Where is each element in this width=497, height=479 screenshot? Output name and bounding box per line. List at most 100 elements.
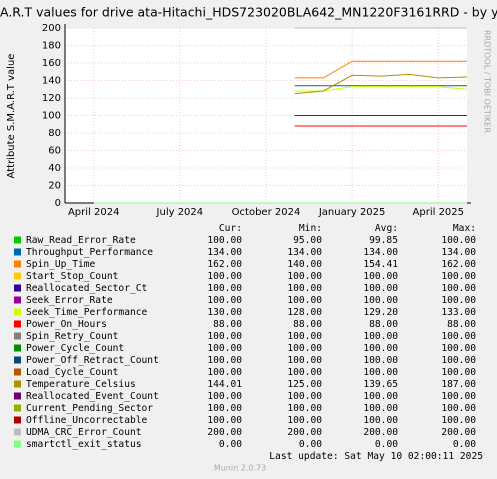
legend-stat: 134.00 (207, 247, 242, 258)
legend-stat: 200.00 (287, 427, 322, 438)
legend-swatch (14, 344, 21, 352)
legend-label: Spin_Up_Time (26, 259, 96, 270)
legend-stat: 100.00 (287, 415, 322, 426)
legend-label: Start_Stop_Count (26, 271, 118, 282)
legend-stat: 100.00 (363, 295, 398, 306)
legend-column-header: Max: (453, 223, 476, 234)
legend-stat: 100.00 (287, 331, 322, 342)
legend-label: smartctl_exit_status (26, 439, 142, 450)
legend-stat: 162.00 (207, 259, 242, 270)
legend-label: Throughput_Performance (26, 247, 153, 258)
legend-label: Temperature_Celsius (26, 379, 136, 390)
legend-stat: 200.00 (207, 427, 242, 438)
legend-stat: 100.00 (441, 391, 476, 402)
legend-stat: 100.00 (363, 283, 398, 294)
y-tick-label: 0 (55, 198, 61, 209)
y-tick-label: 120 (42, 93, 61, 104)
legend-stat: 100.00 (441, 355, 476, 366)
legend-stat: 100.00 (287, 391, 322, 402)
legend-stat: 100.00 (363, 415, 398, 426)
legend-swatch (14, 272, 21, 280)
legend-stat: 200.00 (363, 427, 398, 438)
legend-stat: 100.00 (207, 331, 242, 342)
legend-stat: 100.00 (287, 271, 322, 282)
legend-swatch (14, 320, 21, 328)
legend-label: Load_Cycle_Count (26, 367, 118, 378)
last-update: Last update: Sat May 10 02:00:11 2025 (269, 451, 483, 462)
legend-swatch (14, 404, 21, 412)
legend-stat: 154.41 (363, 259, 398, 270)
y-tick-label: 80 (48, 128, 61, 139)
legend-stat: 130.00 (207, 307, 242, 318)
legend-stat: 133.00 (441, 307, 476, 318)
legend-column-header: Avg: (375, 223, 398, 234)
legend-stat: 140.00 (287, 259, 322, 270)
legend-swatch (14, 248, 21, 256)
legend-stat: 100.00 (441, 295, 476, 306)
legend-stat: 100.00 (363, 391, 398, 402)
legend-stat: 100.00 (287, 403, 322, 414)
y-tick-label: 60 (48, 146, 61, 157)
legend-stat: 100.00 (363, 403, 398, 414)
legend-stat: 100.00 (287, 295, 322, 306)
legend-stat: 100.00 (441, 343, 476, 354)
legend-swatch (14, 332, 21, 340)
legend-stat: 100.00 (441, 235, 476, 246)
legend-stat: 125.00 (287, 379, 322, 390)
legend-swatch (14, 380, 21, 388)
legend-stat: 95.00 (293, 235, 322, 246)
legend-swatch (14, 392, 21, 400)
legend-swatch (14, 260, 21, 268)
legend-label: Power_Off_Retract_Count (26, 355, 159, 366)
y-tick-label: 100 (42, 111, 61, 122)
legend-stat: 100.00 (363, 331, 398, 342)
legend-stat: 100.00 (207, 283, 242, 294)
legend-column-header: Min: (299, 223, 322, 234)
legend-stat: 100.00 (207, 415, 242, 426)
y-tick-label: 180 (42, 41, 61, 52)
legend-stat: 129.20 (363, 307, 398, 318)
legend-stat: 139.65 (363, 379, 398, 390)
y-tick-label: 200 (42, 23, 61, 34)
legend-stat: 88.00 (369, 319, 398, 330)
legend-stat: 100.00 (207, 271, 242, 282)
legend-stat: 187.00 (441, 379, 476, 390)
legend-swatch (14, 368, 21, 376)
x-tick-label: April 2025 (413, 207, 464, 218)
legend-swatch (14, 296, 21, 304)
legend-stat: 100.00 (363, 355, 398, 366)
legend-stat: 100.00 (441, 331, 476, 342)
legend-stat: 100.00 (207, 367, 242, 378)
legend-stat: 0.00 (375, 439, 398, 450)
y-axis-label: Attribute S.M.A.R.T value (6, 54, 17, 179)
y-tick-label: 140 (42, 76, 61, 87)
legend-stat: 144.01 (207, 379, 242, 390)
legend-label: Seek_Error_Rate (26, 295, 113, 306)
legend-swatch (14, 308, 21, 316)
legend-label: Current_Pending_Sector (26, 403, 153, 414)
y-tick-label: 20 (48, 181, 61, 192)
legend-swatch (14, 428, 21, 436)
x-tick-label: July 2024 (156, 207, 204, 218)
legend-stat: 100.00 (441, 415, 476, 426)
x-tick-label: April 2024 (68, 207, 119, 218)
legend-stat: 100.00 (207, 295, 242, 306)
legend-label: UDMA_CRC_Error_Count (26, 427, 142, 438)
legend-stat: 100.00 (207, 343, 242, 354)
legend-stat: 134.00 (363, 247, 398, 258)
legend-stat: 100.00 (441, 403, 476, 414)
legend-stat: 100.00 (441, 283, 476, 294)
legend-label: Power_On_Hours (26, 319, 107, 330)
series-line (294, 60, 467, 79)
y-tick-label: 40 (48, 163, 61, 174)
legend-swatch (14, 236, 21, 244)
legend-stat: 100.00 (207, 391, 242, 402)
legend-label: Reallocated_Event_Count (26, 391, 159, 402)
legend-column-header: Cur: (219, 223, 242, 234)
legend-stat: 200.00 (441, 427, 476, 438)
legend-swatch (14, 416, 21, 424)
legend-stat: 100.00 (363, 271, 398, 282)
legend-stat: 99.85 (369, 235, 398, 246)
legend-swatch (14, 440, 21, 448)
legend-stat: 134.00 (287, 247, 322, 258)
